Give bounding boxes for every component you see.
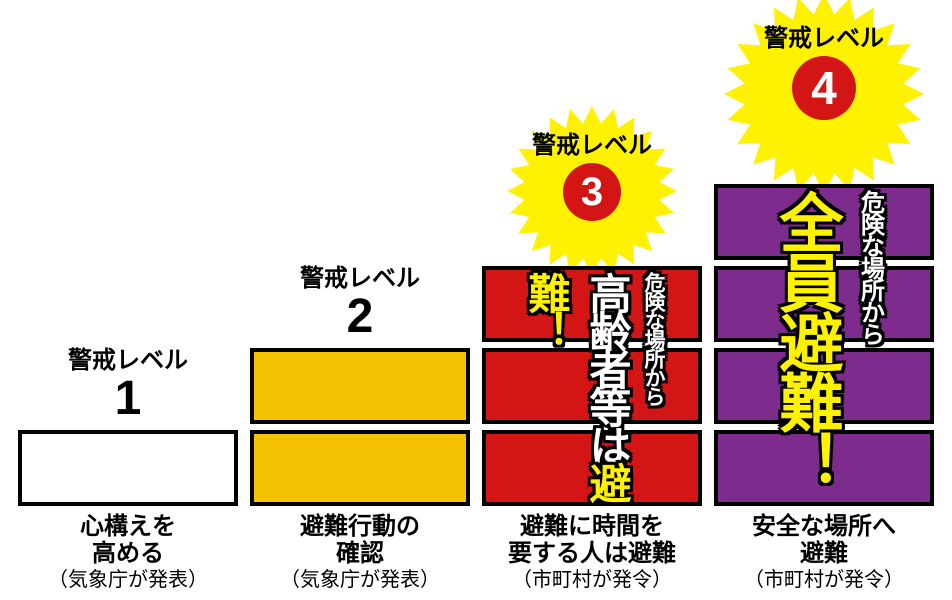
caption: 心構えを高める（気象庁が発表） bbox=[18, 513, 238, 592]
level-number: 1 bbox=[68, 374, 188, 424]
captions-row: 心構えを高める（気象庁が発表）避難行動の確認（気象庁が発表）避難に時間を要する人… bbox=[18, 513, 934, 592]
caption: 避難に時間を要する人は避難（市町村が発令） bbox=[482, 513, 702, 592]
level-label: 警戒レベル bbox=[507, 133, 677, 158]
stacked-blocks bbox=[714, 184, 934, 506]
level-header: 警戒レベル 4 bbox=[714, 0, 934, 184]
block bbox=[18, 430, 238, 506]
caption-sub: （市町村が発令） bbox=[714, 568, 934, 592]
block bbox=[250, 348, 470, 424]
level-column-3: 警戒レベル3高齢者等は避難！危険な場所から bbox=[482, 106, 702, 506]
caption-sub: （市町村が発令） bbox=[482, 568, 702, 592]
block bbox=[714, 266, 934, 342]
caption: 避難行動の確認（気象庁が発表） bbox=[250, 513, 470, 592]
caption-main: 避難に時間を要する人は避難 bbox=[482, 513, 702, 568]
spiky-burst: 警戒レベル 3 bbox=[507, 106, 677, 276]
stacked-blocks bbox=[250, 348, 470, 506]
level-column-2: 警戒レベル2 bbox=[250, 266, 470, 506]
caption: 安全な場所へ避難（市町村が発令） bbox=[714, 513, 934, 592]
level-label: 警戒レベル bbox=[724, 26, 924, 51]
block bbox=[482, 430, 702, 506]
level-header: 警戒レベル1 bbox=[68, 348, 188, 424]
level-column-1: 警戒レベル1 bbox=[18, 348, 238, 506]
caption-main: 安全な場所へ避難 bbox=[714, 513, 934, 568]
stacked-blocks bbox=[18, 430, 238, 506]
caption-sub: （気象庁が発表） bbox=[250, 568, 470, 592]
level-label: 警戒レベル bbox=[68, 348, 188, 373]
block bbox=[482, 348, 702, 424]
spiky-burst: 警戒レベル 4 bbox=[724, 0, 924, 194]
level-number-badge: 3 bbox=[563, 163, 621, 221]
level-header: 警戒レベル 3 bbox=[482, 106, 702, 266]
level-column-4: 警戒レベル4全員避難！危険な場所から bbox=[714, 0, 934, 506]
block bbox=[714, 348, 934, 424]
block bbox=[714, 184, 934, 260]
level-number-badge: 4 bbox=[792, 56, 856, 120]
block bbox=[714, 430, 934, 506]
level-number: 2 bbox=[300, 292, 420, 342]
level-label: 警戒レベル bbox=[300, 266, 420, 291]
caption-main: 避難行動の確認 bbox=[250, 513, 470, 568]
stacked-blocks bbox=[482, 266, 702, 506]
caption-main: 心構えを高める bbox=[18, 513, 238, 568]
level-header: 警戒レベル2 bbox=[300, 266, 420, 342]
block bbox=[250, 430, 470, 506]
block bbox=[482, 266, 702, 342]
levels-chart: 警戒レベル1警戒レベル2警戒レベル3高齢者等は避難！危険な場所から警戒レベル4全… bbox=[18, 54, 934, 506]
caption-sub: （気象庁が発表） bbox=[18, 568, 238, 592]
